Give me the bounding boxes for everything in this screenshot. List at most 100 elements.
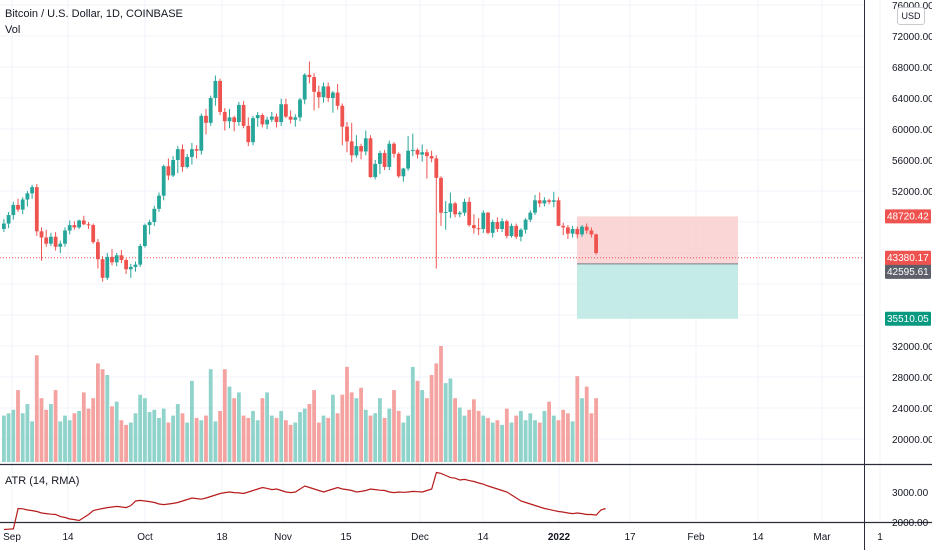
volume-bar [504, 408, 509, 462]
volume-bar [6, 413, 11, 462]
candle-body [20, 199, 25, 210]
time-tick-label: 15 [340, 532, 352, 543]
candle-body [528, 212, 533, 220]
candle-body [566, 227, 570, 234]
candle-body [307, 74, 312, 78]
volume-bar [251, 410, 255, 462]
stop-price-badge: 48720.42 [885, 209, 931, 224]
time-tick-label: Sep [3, 532, 21, 543]
candle-body [255, 115, 260, 119]
candle-body [72, 225, 77, 228]
price-tick-label: 56000.00 [892, 156, 932, 167]
candle-body [448, 203, 453, 212]
price-tick-label: 76000.00 [892, 1, 932, 12]
volume-bar [260, 398, 265, 462]
volume-bar [509, 422, 514, 462]
candle-body [462, 201, 467, 213]
volume-bar [500, 424, 504, 462]
volume-bar [359, 387, 363, 462]
atr-line [3, 471, 606, 531]
volume-bar [490, 422, 495, 462]
candle-body [227, 117, 232, 122]
candle-body [194, 149, 199, 151]
volume-bar [124, 424, 128, 462]
volume-bar [152, 409, 157, 462]
volume-bar [274, 417, 279, 462]
candle-body [490, 222, 495, 233]
volume-bar [523, 420, 528, 462]
volume-bar [11, 409, 16, 462]
candle-body [457, 212, 462, 215]
candle-body [288, 116, 293, 120]
volume-bar [110, 406, 114, 462]
volume-bar [519, 410, 523, 462]
volume-bar [495, 420, 500, 462]
candle-body [180, 149, 185, 167]
volume-bar [298, 412, 302, 462]
candle-body [241, 104, 246, 126]
volume-bar [580, 398, 584, 462]
volume-bar [368, 415, 373, 462]
candle-body [2, 223, 6, 229]
volume-bar [556, 420, 561, 462]
candle-body [312, 77, 316, 92]
volume-bar [175, 404, 180, 462]
candle-body [119, 255, 124, 260]
candle-body [373, 163, 378, 178]
volume-bar [246, 417, 251, 462]
volume-bar [279, 410, 284, 462]
candle-body [589, 230, 594, 235]
short-position-tool[interactable] [0, 216, 864, 319]
candle-body [302, 74, 307, 100]
candle-body [81, 220, 86, 225]
candle-body [53, 236, 58, 247]
candle-body [110, 256, 114, 263]
time-tick-label: 2022 [548, 532, 571, 543]
time-tick-label: Mar [813, 532, 831, 543]
volume-bar [81, 392, 86, 462]
candlesticks [2, 61, 598, 282]
candle-body [509, 225, 514, 236]
candle-body [133, 264, 138, 267]
current-price-badge-text: 43380.17 [887, 253, 929, 264]
volume-bar [185, 422, 190, 462]
volume-bar [147, 412, 152, 462]
candle-body [284, 104, 288, 117]
candle-body [298, 99, 302, 118]
volume-bar [86, 408, 91, 462]
volume-bar [312, 390, 316, 462]
volume-bar [378, 398, 382, 462]
volume-bar [570, 421, 575, 462]
candle-body [269, 116, 274, 120]
candle-body [570, 228, 575, 234]
candle-body [260, 115, 265, 125]
candle-body [213, 80, 218, 98]
candle-body [345, 126, 349, 142]
volume-bar [382, 417, 387, 462]
candle-body [363, 138, 368, 152]
volume-bar [415, 380, 420, 462]
volume-bar [2, 415, 6, 462]
volume-bar [410, 366, 415, 462]
candle-body [293, 117, 298, 120]
price-tick-label: 24000.00 [892, 404, 932, 415]
candle-body [439, 177, 443, 213]
candle-body [96, 242, 100, 260]
candle-body [392, 143, 396, 154]
volume-bar [537, 422, 542, 462]
volume-bar [326, 417, 331, 462]
volume-bar [335, 413, 340, 462]
candle-body [420, 152, 425, 155]
volume-bar [213, 421, 218, 462]
time-tick-label: 1 [877, 532, 883, 543]
volume-bar [321, 415, 326, 462]
price-tick-label: 32000.00 [892, 342, 932, 353]
volume-bar [594, 398, 598, 462]
candle-body [561, 225, 566, 228]
volume-bar [44, 409, 49, 462]
candle-body [30, 187, 34, 194]
currency-badge[interactable]: USD [897, 7, 925, 25]
candle-body [86, 224, 91, 226]
